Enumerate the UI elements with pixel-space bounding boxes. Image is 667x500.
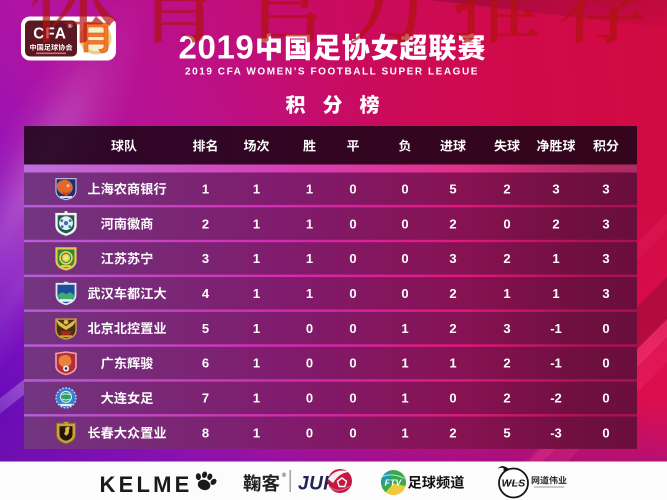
svg-text:1: 1: [253, 425, 260, 440]
svg-text:1: 1: [552, 286, 559, 301]
svg-text:7: 7: [202, 391, 209, 406]
svg-text:JUK: JUK: [298, 474, 338, 495]
svg-text:0: 0: [602, 356, 609, 371]
svg-text:0: 0: [349, 216, 356, 231]
svg-text:0: 0: [306, 391, 313, 406]
svg-text:2: 2: [449, 425, 456, 440]
svg-text:1: 1: [401, 391, 408, 406]
svg-text:1: 1: [401, 356, 408, 371]
svg-text:3: 3: [602, 181, 609, 196]
svg-text:5: 5: [449, 181, 456, 196]
svg-text:4: 4: [202, 286, 210, 301]
svg-text:0: 0: [602, 321, 609, 336]
svg-text:-3: -3: [550, 425, 562, 440]
svg-text:3: 3: [503, 321, 510, 336]
svg-text:1: 1: [253, 356, 260, 371]
svg-text:3: 3: [202, 251, 209, 266]
svg-text:0: 0: [349, 391, 356, 406]
svg-text:3: 3: [602, 286, 609, 301]
svg-text:1: 1: [552, 251, 559, 266]
svg-text:8: 8: [202, 425, 209, 440]
svg-text:FTV: FTV: [385, 478, 403, 488]
svg-text:0: 0: [401, 181, 408, 196]
svg-text:®: ®: [282, 472, 287, 479]
svg-text:1: 1: [306, 251, 313, 266]
svg-text:1: 1: [401, 321, 408, 336]
svg-text:1: 1: [503, 286, 510, 301]
svg-text:0: 0: [349, 425, 356, 440]
svg-text:0: 0: [503, 216, 510, 231]
svg-text:2: 2: [503, 356, 510, 371]
svg-text:2: 2: [202, 216, 209, 231]
svg-text:1: 1: [306, 181, 313, 196]
svg-text:1: 1: [202, 181, 209, 196]
svg-text:0: 0: [349, 356, 356, 371]
svg-text:6: 6: [202, 356, 209, 371]
svg-text:5: 5: [202, 321, 209, 336]
svg-text:2: 2: [449, 286, 456, 301]
svg-text:3: 3: [449, 251, 456, 266]
svg-text:2: 2: [449, 321, 456, 336]
svg-text:0: 0: [401, 216, 408, 231]
svg-text:1: 1: [306, 216, 313, 231]
svg-text:-1: -1: [550, 321, 562, 336]
svg-text:-2: -2: [550, 391, 562, 406]
svg-text:1: 1: [449, 356, 456, 371]
svg-text:0: 0: [349, 181, 356, 196]
svg-text:-1: -1: [550, 356, 562, 371]
svg-text:1: 1: [253, 216, 260, 231]
svg-text:3: 3: [602, 216, 609, 231]
svg-text:5: 5: [503, 425, 510, 440]
svg-text:0: 0: [349, 251, 356, 266]
svg-text:2019 CFA WOMEN’S FOOTBALL SUPE: 2019 CFA WOMEN’S FOOTBALL SUPER LEAGUE: [185, 67, 479, 78]
svg-text:2: 2: [503, 181, 510, 196]
svg-text:3: 3: [552, 181, 559, 196]
svg-text:0: 0: [602, 391, 609, 406]
svg-text:0: 0: [449, 391, 456, 406]
svg-text:0: 0: [602, 425, 609, 440]
svg-text:2: 2: [449, 216, 456, 231]
svg-text:®: ®: [68, 22, 73, 30]
svg-text:0: 0: [349, 286, 356, 301]
svg-text:WLS: WLS: [502, 478, 526, 490]
svg-text:3: 3: [602, 251, 609, 266]
svg-text:KELME: KELME: [100, 472, 193, 497]
svg-text:2: 2: [503, 391, 510, 406]
svg-text:0: 0: [349, 321, 356, 336]
svg-text:1: 1: [253, 286, 260, 301]
svg-text:1: 1: [306, 286, 313, 301]
svg-text:0: 0: [401, 251, 408, 266]
svg-text:0: 0: [306, 321, 313, 336]
svg-text:1: 1: [253, 391, 260, 406]
svg-text:1: 1: [401, 425, 408, 440]
svg-text:0: 0: [401, 286, 408, 301]
svg-text:1: 1: [253, 181, 260, 196]
svg-text:0: 0: [306, 425, 313, 440]
svg-text:CFA: CFA: [33, 26, 66, 43]
svg-text:2: 2: [552, 216, 559, 231]
svg-text:1: 1: [253, 321, 260, 336]
svg-text:0: 0: [306, 356, 313, 371]
svg-text:2019: 2019: [179, 28, 255, 65]
svg-text:2: 2: [503, 251, 510, 266]
svg-text:1: 1: [253, 251, 260, 266]
